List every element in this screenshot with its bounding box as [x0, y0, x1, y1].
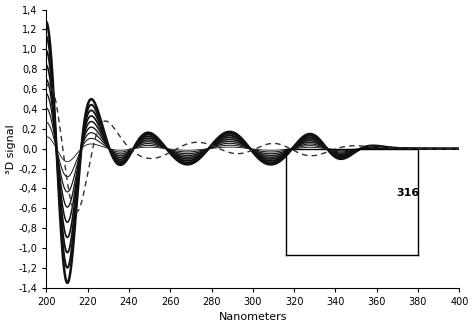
- Y-axis label: ³D signal: ³D signal: [6, 124, 16, 174]
- Text: 316: 316: [396, 189, 419, 198]
- X-axis label: Nanometers: Nanometers: [219, 313, 287, 322]
